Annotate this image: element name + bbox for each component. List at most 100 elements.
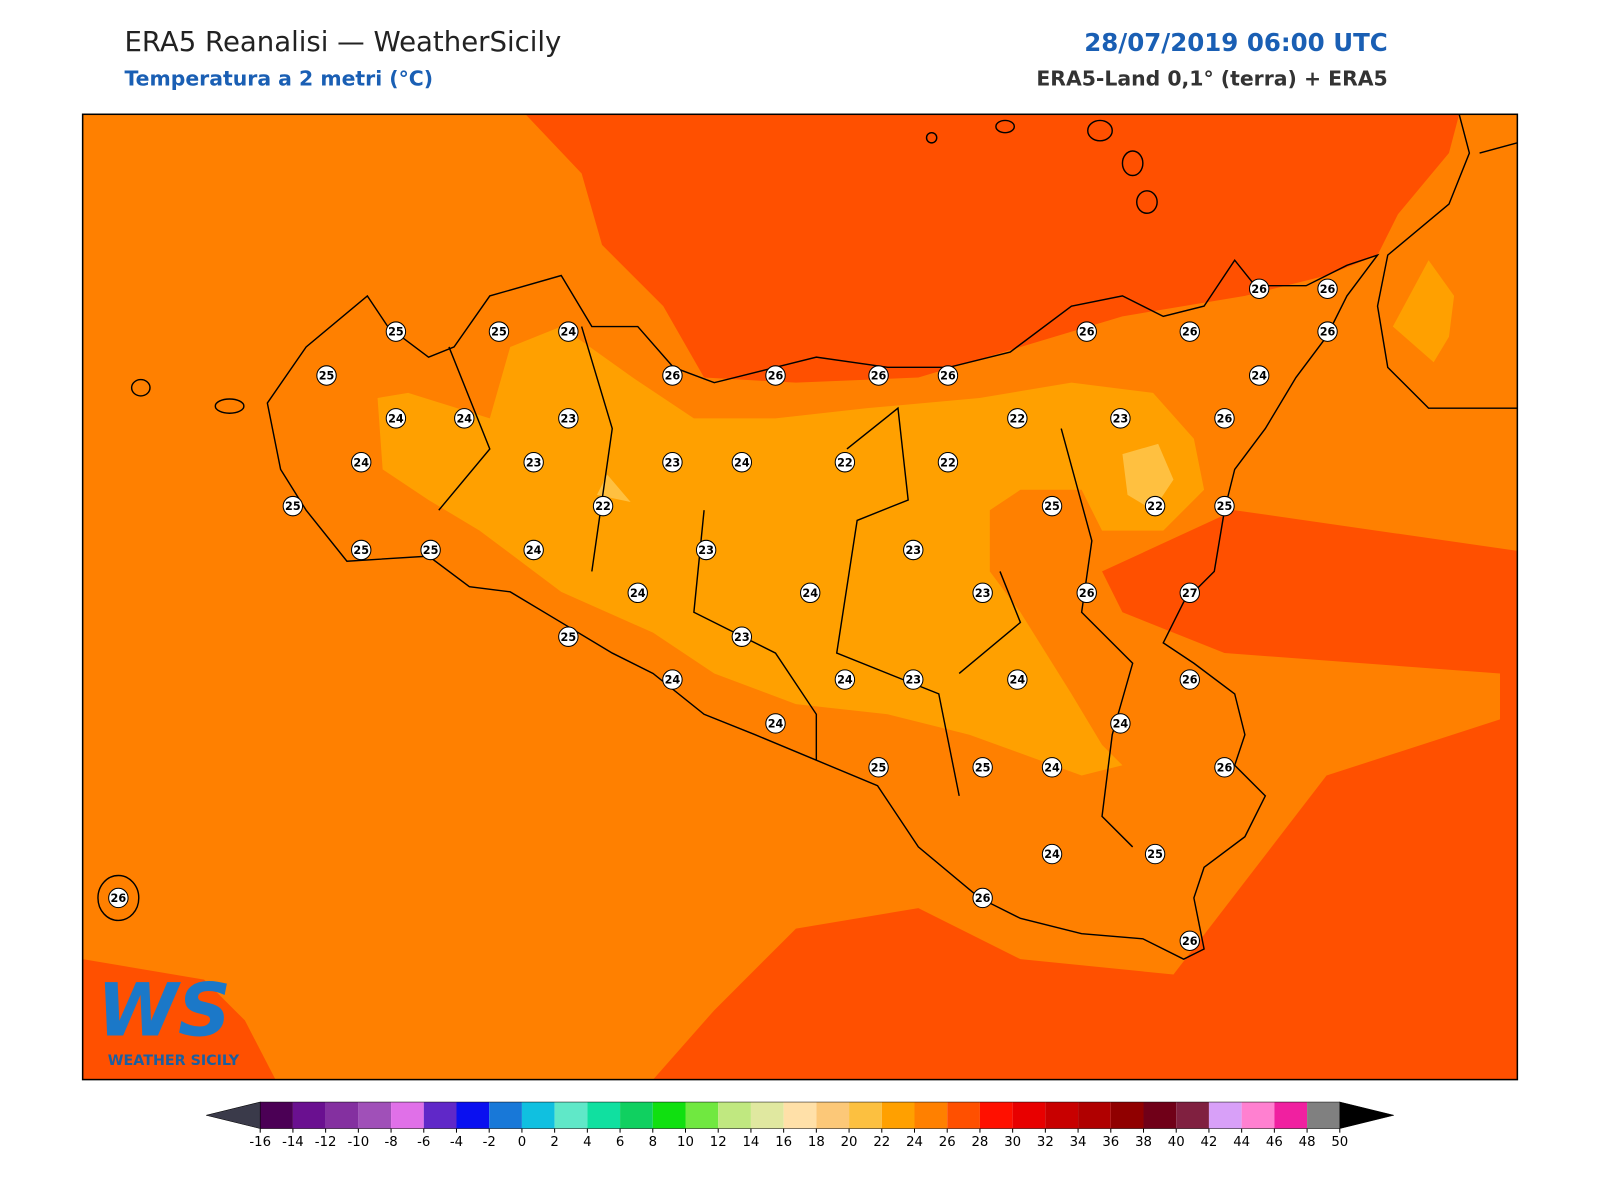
station-value: 26	[1320, 326, 1336, 339]
station-marker	[385, 321, 407, 342]
station: 25	[420, 539, 441, 561]
station-marker	[1110, 713, 1131, 734]
colorbar-segment	[1274, 1102, 1308, 1129]
colorbar-tick-label: -12	[315, 1135, 337, 1150]
station-value: 27	[1182, 587, 1198, 600]
station-marker	[868, 365, 889, 386]
colorbar-segment	[1208, 1102, 1242, 1129]
logo-subtitle: Weather Sicily	[108, 1053, 240, 1069]
colorbar-tick-label: 10	[677, 1135, 694, 1150]
station: 26	[765, 365, 786, 386]
station-marker	[662, 669, 683, 690]
colorbar-segment	[489, 1102, 522, 1129]
station: 25	[972, 757, 993, 778]
station: 24	[558, 321, 579, 342]
colorbar-tick-label: 20	[841, 1135, 858, 1150]
station: 26	[1248, 278, 1270, 299]
station-marker	[1076, 582, 1097, 604]
station-marker	[1179, 930, 1200, 952]
station-value: 24	[768, 717, 784, 730]
station: 25	[1214, 495, 1235, 517]
station: 23	[695, 539, 717, 561]
station-value: 23	[1113, 412, 1129, 425]
station-marker	[1007, 408, 1028, 429]
colorbar-tick-label: 26	[939, 1135, 956, 1150]
station-value: 24	[1044, 848, 1060, 861]
station-value: 26	[1182, 674, 1198, 687]
calabria-coast	[1376, 114, 1518, 409]
station-value: 24	[1251, 370, 1267, 383]
station: 22	[937, 452, 959, 473]
station-marker	[972, 582, 993, 604]
station-marker	[903, 539, 924, 561]
colorbar-tick-label: 48	[1299, 1135, 1316, 1150]
station: 23	[523, 452, 544, 473]
station: 23	[1110, 408, 1131, 429]
field-22-24	[377, 326, 1205, 776]
station-value: 22	[837, 456, 853, 469]
station-marker	[420, 539, 441, 561]
colorbar-tick-label: 16	[775, 1135, 792, 1150]
colorbar-segment	[292, 1102, 326, 1129]
station-value: 25	[388, 326, 404, 339]
station: 25	[868, 757, 889, 778]
station-value: 23	[561, 412, 577, 425]
station: 22	[1007, 408, 1028, 429]
station-marker	[662, 452, 683, 473]
title: ERA5 Reanalisi — WeatherSicily	[124, 26, 561, 58]
colorbar-segment	[947, 1102, 980, 1129]
station: 24	[834, 669, 856, 690]
source: ERA5-Land 0,1° (terra) + ERA5	[1036, 67, 1387, 91]
station-value: 23	[665, 456, 681, 469]
colorbar-segment	[881, 1102, 915, 1129]
colorbar-tick-label: 40	[1168, 1135, 1185, 1150]
station-marker	[1248, 278, 1270, 299]
map-area: 25 25 24 25 26 26 26 26 24 24 23 24 23 23 24 22 22 25 22 25…	[82, 114, 1518, 1080]
colorbar-segment	[260, 1102, 293, 1129]
field-22-24	[1392, 260, 1455, 363]
station: 24	[662, 669, 683, 690]
station-value: 25	[561, 631, 577, 644]
colorbar-tick-label: 8	[649, 1135, 657, 1150]
station-value: 25	[1044, 500, 1060, 513]
station: 26	[1076, 321, 1097, 342]
colorbar-segment	[914, 1102, 948, 1129]
colorbar-segment	[1176, 1102, 1209, 1129]
colorbar-tick-label: 12	[710, 1135, 727, 1150]
stations: 25 25 24 25 26 26 26 26 24 24 23 24 23 23 24 22 22 25 22 25…	[108, 278, 1338, 952]
station-marker	[1110, 408, 1131, 429]
station-value: 23	[905, 674, 921, 687]
station-marker	[454, 408, 475, 429]
station-marker	[731, 452, 753, 473]
station: 25	[385, 321, 407, 342]
station-value: 25	[975, 761, 991, 774]
station-value: 22	[1010, 412, 1026, 425]
station-marker	[731, 626, 753, 647]
island	[925, 131, 938, 144]
station-value: 26	[768, 370, 784, 383]
station-value: 26	[975, 892, 991, 905]
station-marker	[523, 452, 544, 473]
colorbar-segment	[1078, 1102, 1111, 1129]
coastline	[266, 253, 1380, 960]
station-value: 24	[353, 456, 369, 469]
station: 26	[1214, 757, 1235, 778]
station-marker	[1248, 365, 1270, 386]
colorbar-segment	[521, 1102, 555, 1129]
station-value: 24	[388, 412, 404, 425]
station-value: 26	[1251, 283, 1267, 296]
station: 23	[903, 539, 924, 561]
colorbar-segment	[1110, 1102, 1144, 1129]
station-marker	[800, 582, 821, 604]
logo-text: WS	[97, 968, 231, 1053]
station-value: 26	[1217, 412, 1233, 425]
colorbar-segment	[456, 1102, 490, 1129]
station-marker	[351, 539, 372, 561]
colorbar-segment	[1045, 1102, 1079, 1129]
island	[1087, 119, 1113, 142]
station-marker	[1007, 669, 1028, 690]
station: 26	[1317, 321, 1338, 342]
station: 25	[316, 365, 337, 386]
station: 23	[972, 582, 993, 604]
station-value: 26	[1320, 283, 1336, 296]
